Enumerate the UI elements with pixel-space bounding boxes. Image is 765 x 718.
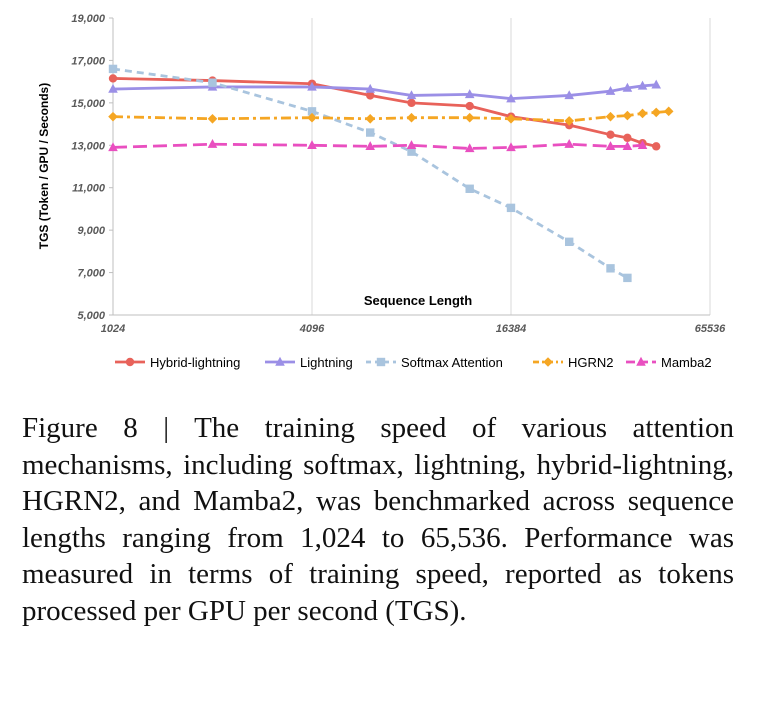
data-point <box>623 273 632 283</box>
y-tick-label: 5,000 <box>77 310 105 322</box>
x-axis-label: Sequence Length <box>364 293 472 308</box>
series-line <box>112 109 669 123</box>
data-point <box>108 83 118 93</box>
series-line <box>112 67 629 280</box>
data-point <box>622 141 633 151</box>
data-point <box>564 116 575 126</box>
y-tick-label: 19,000 <box>71 13 106 25</box>
data-point <box>406 140 417 149</box>
data-point <box>307 107 317 116</box>
data-point <box>605 111 616 122</box>
y-tick-labels: 5,000 7,000 9,000 11,000 13,000 15,000 17,000 1… <box>71 13 106 322</box>
data-point <box>208 78 217 87</box>
y-tick-label: 9,000 <box>77 225 105 237</box>
data-point <box>651 107 662 118</box>
data-point <box>406 90 417 100</box>
y-tick-label: 11,000 <box>72 183 106 195</box>
data-point <box>464 112 475 123</box>
y-tick-label: 17,000 <box>71 55 106 67</box>
y-tick-label: 13,000 <box>71 140 106 152</box>
data-point <box>108 74 118 83</box>
data-point <box>407 98 416 108</box>
legend: Hybrid-lightning Lightning Softmax Attenti… <box>115 355 712 370</box>
figure-caption: Figure 8 | The training speed of various… <box>22 412 734 627</box>
data-point <box>307 81 317 91</box>
data-point <box>565 237 574 247</box>
legend-label: HGRN2 <box>568 355 614 370</box>
legend-swatch-marker <box>125 357 135 367</box>
y-axis-label: TGS (Token / GPU / Seconds) <box>37 83 51 249</box>
series-line <box>112 142 643 150</box>
series-hybrid-lightning <box>108 74 661 151</box>
data-point <box>605 141 616 151</box>
data-point <box>506 93 516 103</box>
series-line <box>112 83 657 101</box>
y-tick-label: 15,000 <box>71 98 106 110</box>
data-point <box>506 113 516 124</box>
data-point <box>506 203 516 213</box>
data-point <box>365 113 376 124</box>
data-point <box>365 141 376 151</box>
series-lightning <box>108 79 662 103</box>
legend-label: Mamba2 <box>661 355 712 370</box>
data-point <box>623 133 632 143</box>
data-point <box>108 64 118 74</box>
data-point <box>637 80 648 90</box>
data-point <box>606 130 615 139</box>
data-point <box>207 113 218 124</box>
legend-item: HGRN2 <box>533 355 614 370</box>
legend-item: Softmax Attention <box>366 355 503 370</box>
x-tick-label: 16384 <box>496 323 527 335</box>
data-point <box>307 140 317 149</box>
x-tick-label: 4096 <box>299 323 325 335</box>
legend-label: Lightning <box>300 355 353 370</box>
legend-swatch-marker <box>543 357 553 367</box>
data-point <box>207 139 218 148</box>
data-point <box>637 108 648 119</box>
data-point <box>622 110 633 121</box>
data-point <box>651 79 662 89</box>
data-point <box>365 83 376 93</box>
data-point <box>465 101 474 111</box>
data-point <box>406 112 417 123</box>
data-point <box>605 85 616 95</box>
legend-swatch-marker <box>636 356 646 366</box>
data-point <box>564 139 575 148</box>
data-point <box>307 112 317 123</box>
x-tick-labels: 1024 4096 16384 65536 <box>101 323 726 335</box>
legend-label: Softmax Attention <box>401 355 503 370</box>
axes <box>109 17 710 316</box>
legend-swatch-marker <box>275 356 285 366</box>
line-chart: 5,000 7,000 9,000 11,000 13,000 15,000 17,000 1… <box>37 13 726 370</box>
legend-item: Hybrid-lightning <box>115 355 240 370</box>
data-point <box>652 142 661 151</box>
series-group <box>108 64 674 283</box>
data-point <box>606 264 615 273</box>
data-point <box>637 140 648 149</box>
legend-item: Mamba2 <box>626 355 712 370</box>
series-hgrn2 <box>108 106 674 126</box>
data-point <box>366 128 375 137</box>
legend-swatch-marker <box>376 357 386 367</box>
data-point <box>407 147 416 156</box>
legend-label: Hybrid-lightning <box>150 355 240 370</box>
data-point <box>564 90 575 100</box>
data-point <box>464 143 475 153</box>
x-tick-label: 65536 <box>695 323 726 335</box>
series-softmax-attention <box>108 64 632 283</box>
data-point <box>366 91 375 100</box>
x-tick-label: 1024 <box>101 323 125 335</box>
data-point <box>506 142 516 152</box>
grid-lines <box>112 18 711 315</box>
data-point <box>663 106 674 117</box>
data-point <box>108 111 118 122</box>
data-point <box>622 82 633 92</box>
series-mamba2 <box>108 139 648 153</box>
data-point <box>464 89 475 99</box>
data-point <box>465 184 474 193</box>
data-point <box>108 142 118 152</box>
legend-item: Lightning <box>265 355 353 370</box>
y-tick-label: 7,000 <box>77 268 105 280</box>
